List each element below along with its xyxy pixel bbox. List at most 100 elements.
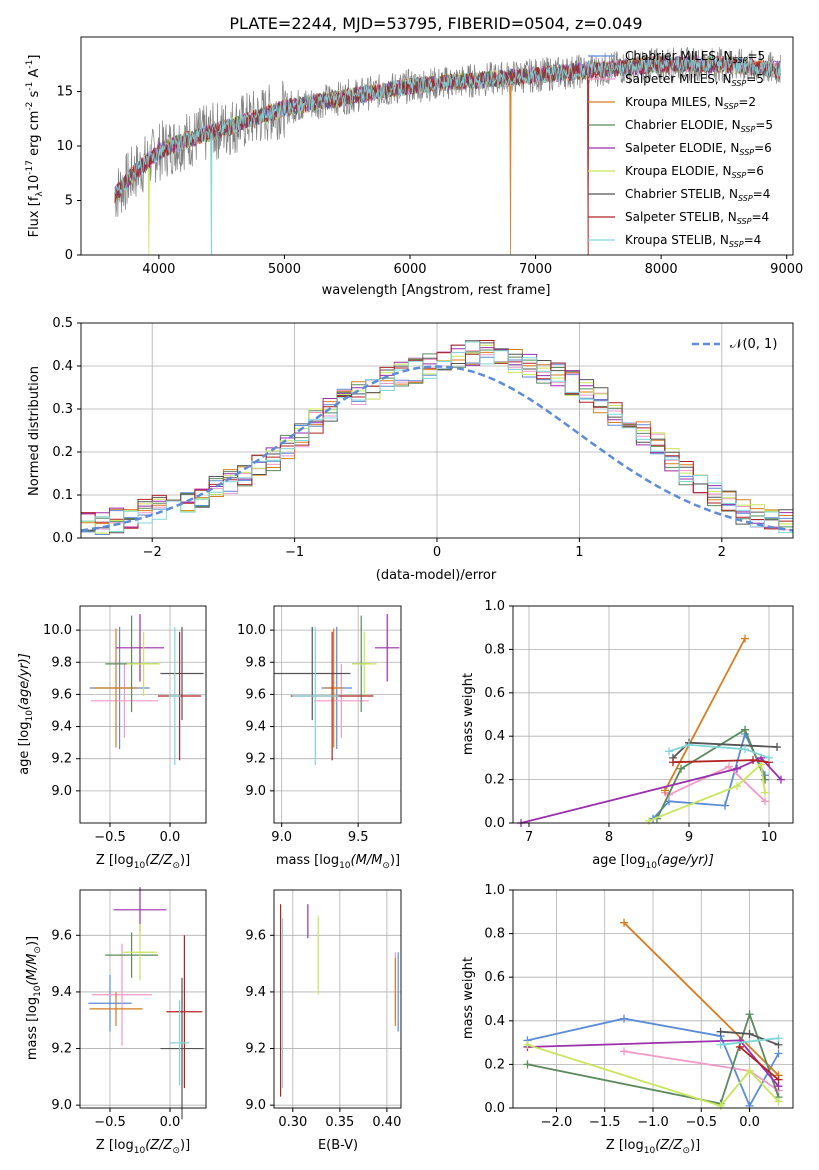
mass-weight-line xyxy=(520,756,782,824)
mass-weight-marker xyxy=(716,1027,725,1036)
x-tick-label: 0.0 xyxy=(160,1115,181,1130)
y-tick-label: 9.0 xyxy=(51,1098,72,1113)
mass-weight-marker xyxy=(777,775,785,784)
mass-weight-marker xyxy=(761,788,769,797)
mass-weight-marker xyxy=(773,743,781,752)
mw-age-panel: 7 8 9 10 0.0 0.2 0.4 0.6 0.8 1.0 xyxy=(484,599,794,845)
x-tick-label: −0.5 xyxy=(94,1115,126,1130)
y-tick-label: 10.0 xyxy=(43,623,72,638)
x-tick-label: 5000 xyxy=(268,262,301,277)
normal-curve xyxy=(80,365,794,532)
spectrum-ticks: 4000 5000 6000 7000 8000 9000 0 5 10 15 xyxy=(56,85,803,278)
mass-z-ylabel: mass [log10(M/M⊙)] xyxy=(25,936,43,1060)
x-tick-label: 10 xyxy=(761,830,778,845)
mass-weight-line xyxy=(720,1037,779,1046)
x-tick-label: 0.30 xyxy=(278,1115,307,1130)
legend-label: Kroupa STELIB, NSSP=4 xyxy=(625,233,761,249)
mass-weight-line xyxy=(668,743,770,759)
x-tick-label: 9.5 xyxy=(348,830,369,845)
model-line-kroupa-stelib xyxy=(114,55,781,256)
mass-weight-line xyxy=(664,765,766,802)
mass-weight-marker xyxy=(741,634,749,643)
x-tick-label: −1.5 xyxy=(589,1115,621,1130)
mass-weight-marker xyxy=(721,801,729,810)
y-tick-label: 9.2 xyxy=(51,1042,72,1057)
x-tick-label: 9.0 xyxy=(271,830,292,845)
x-tick-label: 0.35 xyxy=(325,1115,354,1130)
mass-weight-marker xyxy=(765,753,773,762)
legend-label: Salpeter MILES, NSSP=5 xyxy=(625,72,764,88)
mass-weight-marker xyxy=(733,782,741,791)
age-z-panel: −0.5 0.0 9.0 9.2 9.4 9.6 9.8 10.0 xyxy=(43,605,207,845)
y-tick-label: 0.4 xyxy=(484,729,505,744)
mass-ebv-xlabel: E(B-V) xyxy=(318,1138,358,1153)
x-tick-label: 0.0 xyxy=(160,830,181,845)
legend-label: Kroupa MILES, NSSP=2 xyxy=(625,95,756,111)
y-tick-label: 1.0 xyxy=(484,883,505,898)
histogram-xlabel: (data-model)/error xyxy=(376,568,497,583)
y-tick-label: 9.0 xyxy=(51,784,72,799)
mass-weight-marker xyxy=(620,918,629,927)
mw-z-ylabel: mass weight xyxy=(461,957,476,1039)
y-tick-label: 10 xyxy=(56,139,73,154)
x-tick-label: 0.40 xyxy=(372,1115,401,1130)
mass-weight-marker xyxy=(685,740,693,749)
mass-weight-marker xyxy=(749,756,757,765)
age-z-ylabel: age [log10(age/yr)] xyxy=(17,653,35,775)
axes-frame xyxy=(512,605,794,824)
y-tick-label: 1.0 xyxy=(484,599,505,614)
x-tick-label: 7000 xyxy=(519,262,552,277)
legend-label: Salpeter STELIB, NSSP=4 xyxy=(625,210,769,226)
mass-weight-marker xyxy=(774,1034,783,1043)
x-tick-label: −1.0 xyxy=(637,1115,669,1130)
y-tick-label: 0.0 xyxy=(484,1101,505,1116)
mass-weight-marker xyxy=(716,1040,725,1049)
x-tick-label: 2 xyxy=(718,545,726,560)
mass-weight-marker xyxy=(620,1047,629,1056)
y-tick-label: 5 xyxy=(65,194,73,209)
axes-frame xyxy=(273,605,402,824)
y-tick-label: 0.1 xyxy=(52,488,73,503)
x-tick-label: 8000 xyxy=(645,262,678,277)
age-mass-xlabel: mass [log10(M/M⊙)] xyxy=(276,853,400,871)
y-tick-label: 0.8 xyxy=(484,927,505,942)
y-tick-label: 9.6 xyxy=(245,687,266,702)
mass-weight-marker xyxy=(523,1060,532,1069)
mw-z-xlabel: Z [log10(Z/Z⊙)] xyxy=(606,1138,700,1156)
y-tick-label: 0.6 xyxy=(484,970,505,985)
mass-weight-marker xyxy=(774,1075,783,1084)
mass-weight-line xyxy=(664,638,746,791)
spectrum-xlabel: wavelength [Angstrom, rest frame] xyxy=(322,283,551,298)
x-tick-label: 9 xyxy=(685,830,693,845)
histogram-step-line xyxy=(81,340,793,530)
mw-z-panel: −2.0 −1.5 −1.0 −0.5 0.0 0.0 0.2 0.4 0.6 0.8 1.0 xyxy=(484,883,794,1130)
mass-weight-marker xyxy=(733,764,741,773)
legend-label: Chabrier ELODIE, NSSP=5 xyxy=(625,118,773,134)
spectrum-ylabel: Flux [fλ10-17 erg cm-2 s-1 A-1] xyxy=(25,55,45,238)
legend-label: Kroupa ELODIE, NSSP=6 xyxy=(625,164,764,180)
y-tick-label: 0.3 xyxy=(52,402,73,417)
y-tick-label: 0.4 xyxy=(52,359,73,374)
histogram-legend-label: 𝒩(0, 1) xyxy=(730,337,777,352)
mass-weight-marker xyxy=(645,816,653,825)
y-tick-label: 9.4 xyxy=(245,985,266,1000)
mass-weight-line xyxy=(656,728,766,820)
mw-age-xlabel: age [log10(age/yr)] xyxy=(592,853,714,871)
y-tick-label: 0.8 xyxy=(484,642,505,657)
mass-weight-marker xyxy=(665,747,673,756)
x-tick-label: 6000 xyxy=(393,262,426,277)
y-tick-label: 0.2 xyxy=(52,445,73,460)
histogram-ticks: −2 −1 0 1 2 0.0 0.1 0.2 0.3 0.4 0.5 xyxy=(52,316,726,560)
histogram-step-line xyxy=(81,341,793,534)
mass-weight-marker xyxy=(745,1066,754,1075)
y-tick-label: 9.0 xyxy=(245,784,266,799)
y-tick-label: 9.0 xyxy=(245,1098,266,1113)
axes-frame xyxy=(79,605,207,824)
y-tick-label: 0.4 xyxy=(484,1014,505,1029)
mass-weight-marker xyxy=(725,762,733,771)
spectrum-lines xyxy=(114,47,781,256)
y-tick-label: 0.5 xyxy=(52,316,73,331)
mass-weight-marker xyxy=(761,797,769,806)
mass-weight-marker xyxy=(620,1014,629,1023)
